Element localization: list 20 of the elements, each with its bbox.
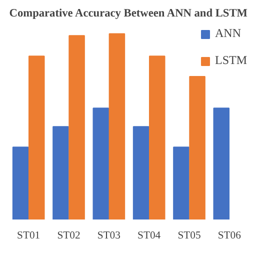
bar (92, 108, 110, 220)
bar (108, 33, 126, 220)
x-tick-label: ST01 (17, 230, 40, 242)
x-tick-label: ST03 (97, 230, 120, 242)
bar (173, 146, 190, 220)
legend-label: ANN (214, 26, 241, 41)
x-tick-label: ST06 (218, 230, 242, 242)
bar (68, 35, 85, 220)
chart-title: Comparative Accuracy Between ANN and LSTM (9, 8, 248, 20)
x-tick-label: ST02 (57, 230, 80, 242)
x-tick-label: ST05 (178, 230, 201, 242)
bar (28, 56, 45, 220)
bar (132, 126, 150, 220)
bar (52, 126, 69, 220)
bar (148, 56, 166, 220)
x-tick-label: ST04 (138, 230, 162, 242)
legend-label: LSTM (214, 53, 247, 68)
bar (12, 146, 29, 220)
bar (213, 108, 230, 220)
bar (189, 76, 206, 220)
